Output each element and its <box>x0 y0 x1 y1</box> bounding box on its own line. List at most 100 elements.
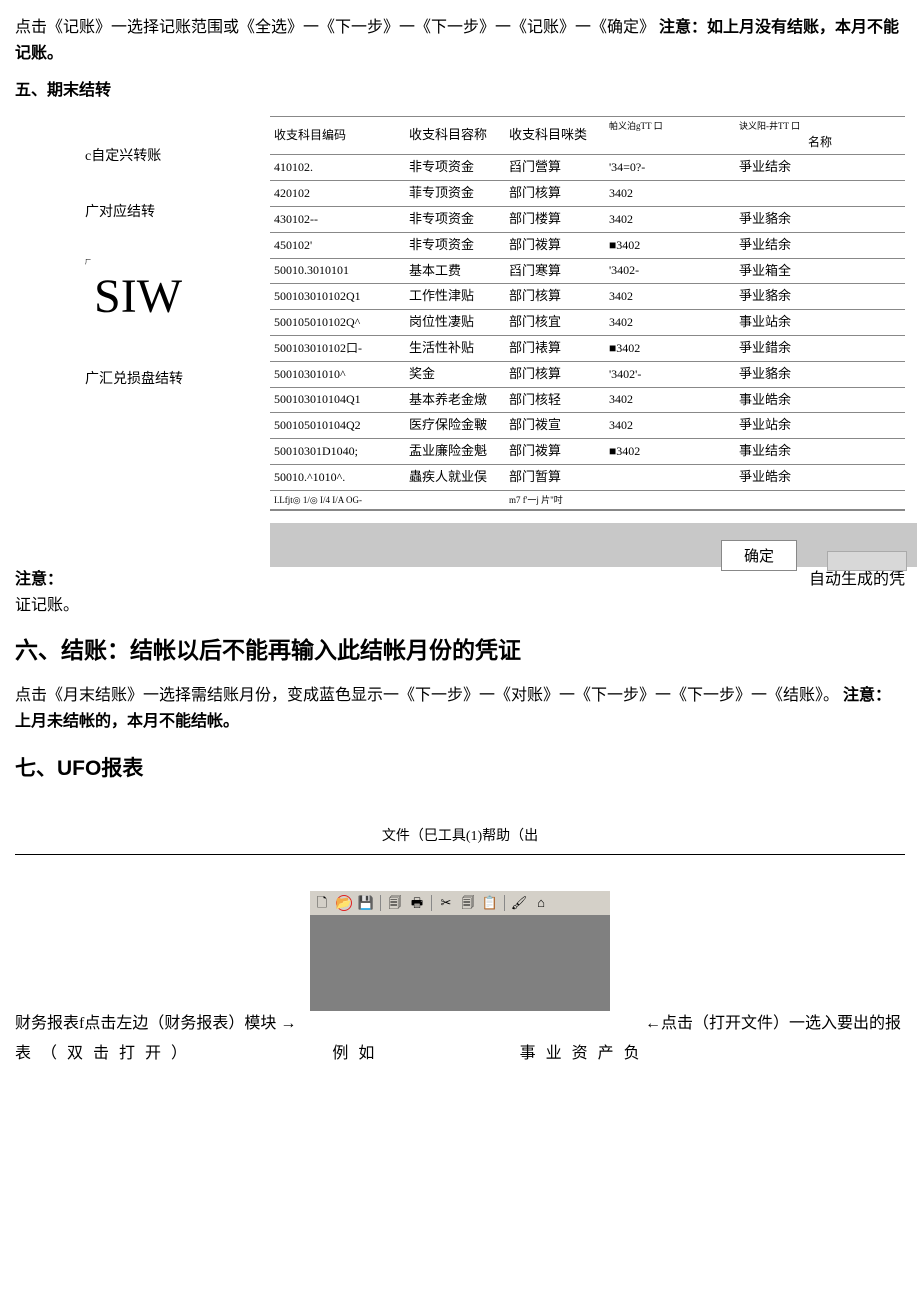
toolbar-sep-1 <box>380 895 381 911</box>
bottom-instruction-row2: 表（双击打开） 例如 事业资产负 <box>15 1041 905 1067</box>
transfer-panel: c自定兴转账 广对应结转 厂SIW 广汇兑损盘结转 收支科目编码 收支科目容称 … <box>15 116 905 511</box>
table-cell: 部门核算 <box>505 361 605 387</box>
cut-icon[interactable]: ✂ <box>438 895 454 911</box>
table-cell: 3402 <box>605 413 735 439</box>
preview-icon[interactable]: 🗐 <box>387 895 403 911</box>
col-type: 收支科目咪类 <box>505 116 605 155</box>
table-cell: 舀门寒算 <box>505 258 605 284</box>
table-row[interactable]: 410102.非专项资金舀门營算'34=0?-爭业结余 <box>270 155 905 181</box>
table-cell: 部门袯算 <box>505 232 605 258</box>
table-cell: 爭业錯余 <box>735 335 905 361</box>
table-cell: 430102-- <box>270 206 405 232</box>
table-cell: 3402 <box>605 206 735 232</box>
table-cell: 爭业结余 <box>735 232 905 258</box>
table-cell: 部门裱算 <box>505 335 605 361</box>
table-cell: 事业站余 <box>735 310 905 336</box>
ok-button[interactable]: 确定 <box>721 540 797 571</box>
table-cell: '34=0?- <box>605 155 735 181</box>
col5-sub: 名称 <box>739 133 901 152</box>
voucher-post-text: 证记账。 <box>15 593 905 619</box>
table-row[interactable]: 420102菲专顶资金部门核算3402 <box>270 181 905 207</box>
table-row[interactable]: 500105010104Q2医疗保险金皸部门袯宣3402爭业站余 <box>270 413 905 439</box>
button-bar: 确定 <box>270 523 917 567</box>
copy-icon[interactable]: 🗐 <box>460 895 476 911</box>
table-cell: 医疗保险金皸 <box>405 413 505 439</box>
table-cell: 部门核算 <box>505 284 605 310</box>
table-row[interactable]: 450102'非专项资金部门袯算■3402爭业结余 <box>270 232 905 258</box>
table-cell: ■3402 <box>605 439 735 465</box>
table-header-row: 收支科目编码 收支科目容称 收支科目咪类 帕义泊gTT 口 诀义阳-井TT 口 … <box>270 116 905 155</box>
table-cell: 50010301D1040; <box>270 439 405 465</box>
table-row[interactable]: 50010301D1040;盂业廉险金魁部门袯算■3402事业结余 <box>270 439 905 465</box>
table-cell: I.Lfjt◎ 1/◎ I/4 I/A OG- <box>270 490 405 510</box>
table-cell: 3402 <box>605 181 735 207</box>
step-bookkeeping: 点击《记账》一选择记账范围或《全选》一《下一步》一《下一步》一《记账》一《确定》… <box>15 15 905 66</box>
col-code: 收支科目编码 <box>270 116 405 155</box>
app-menu-bar: 文件（巳工具(1)帮助（出 <box>15 826 905 848</box>
table-cell: 500103010102Q1 <box>270 284 405 310</box>
table-row[interactable]: 50010.3010101基本工费舀门寒算'3402-爭业箱全 <box>270 258 905 284</box>
table-row[interactable]: 50010301010^奖金部门核算'3402'-爭业貉余 <box>270 361 905 387</box>
table-cell: 岗位性凄贴 <box>405 310 505 336</box>
table-row[interactable]: 500103010102口-生活性补贴部门裱算■3402爭业錯余 <box>270 335 905 361</box>
table-row[interactable]: 500103010102Q1工作性津贴部门核算3402爭业貉余 <box>270 284 905 310</box>
bottom-right-text: ←点击（打开文件）一选入要出的报 <box>645 1011 905 1037</box>
home-icon[interactable]: ⌂ <box>533 895 549 911</box>
table-cell: 菲专顶资金 <box>405 181 505 207</box>
table-cell <box>605 464 735 490</box>
table-cell <box>405 490 505 510</box>
step6-text: 点击《月末结账》一选择需结账月份，变成蓝色显示一《下一步》一《对账》一《下一步》… <box>15 687 843 704</box>
bottom-r2a: 表（双击打开） <box>15 1041 197 1067</box>
print-icon[interactable]: 🖶 <box>409 895 425 911</box>
table-cell: 奖金 <box>405 361 505 387</box>
save-icon[interactable]: 💾 <box>358 895 374 911</box>
secondary-button[interactable] <box>827 551 907 571</box>
table-cell: 舀门營算 <box>505 155 605 181</box>
table-row[interactable]: 500103010104Q1基本养老金燉部门核轻3402事业皓余 <box>270 387 905 413</box>
table-row[interactable]: 500105010102Q^岗位性凄贴部门核宜3402事业站余 <box>270 310 905 336</box>
table-cell: 生活性补贴 <box>405 335 505 361</box>
table-footer-row: I.Lfjt◎ 1/◎ I/4 I/A OG-m7 f'一j 片"吋 <box>270 490 905 510</box>
new-file-icon[interactable]: 🗋 <box>314 895 330 911</box>
table-cell: 爭业貉余 <box>735 361 905 387</box>
table-cell: 500103010104Q1 <box>270 387 405 413</box>
table-cell: 爭业箱全 <box>735 258 905 284</box>
section-7-title: 七、UFO报表 <box>15 752 905 786</box>
table-cell: 3402 <box>605 387 735 413</box>
col5-top: 诀义阳-井TT 口 <box>739 121 800 131</box>
table-cell <box>735 181 905 207</box>
toolbar-sep-2 <box>431 895 432 911</box>
step-text: 点击《记账》一选择记账范围或《全选》一《下一步》一《下一步》一《记账》一《确定》 <box>15 19 659 36</box>
subject-table: 收支科目编码 收支科目容称 收支科目咪类 帕义泊gTT 口 诀义阳-井TT 口 … <box>270 116 905 511</box>
brush-icon[interactable]: 🖌 <box>511 895 527 911</box>
open-file-icon[interactable]: 📂 <box>336 895 352 911</box>
table-cell: ■3402 <box>605 335 735 361</box>
table-cell: '3402- <box>605 258 735 284</box>
paste-icon[interactable]: 📋 <box>482 895 498 911</box>
table-row[interactable]: 50010.^1010^.蟲疾人就业俣部门暂算爭业皓余 <box>270 464 905 490</box>
transfer-type-exchange[interactable]: 广汇兑损盘结转 <box>85 369 270 391</box>
table-cell: m7 f'一j 片"吋 <box>505 490 605 510</box>
table-cell: 50010301010^ <box>270 361 405 387</box>
table-row[interactable]: 430102--非专项资金部门楼算3402爭业貉余 <box>270 206 905 232</box>
table-cell: 部门核轻 <box>505 387 605 413</box>
table-cell: '3402'- <box>605 361 735 387</box>
table-cell: 420102 <box>270 181 405 207</box>
section-6-title: 六、结账：结帐以后不能再输入此结帐月份的凭证 <box>15 632 905 669</box>
note-label: 注意： <box>15 567 63 593</box>
table-cell: 基本工费 <box>405 258 505 284</box>
bottom-r2c: 事业资产负 <box>520 1041 650 1067</box>
transfer-type-custom[interactable]: c自定兴转账 <box>85 146 270 168</box>
table-cell: 50010.^1010^. <box>270 464 405 490</box>
table-cell: 非专项资金 <box>405 155 505 181</box>
table-cell: 事业皓余 <box>735 387 905 413</box>
bottom-left-text: 财务报表f点击左边（财务报表）模块 → <box>15 1011 345 1037</box>
table-cell: 爭业结余 <box>735 155 905 181</box>
table-body: 410102.非专项资金舀门營算'34=0?-爭业结余420102菲专顶资金部门… <box>270 155 905 510</box>
bottom-r2b: 例如 <box>332 1041 384 1067</box>
table-cell: 非专项资金 <box>405 206 505 232</box>
toolbar-sep-3 <box>504 895 505 911</box>
transfer-type-match[interactable]: 广对应结转 <box>85 202 270 224</box>
table-cell <box>605 490 735 510</box>
table-cell: 部门暂算 <box>505 464 605 490</box>
